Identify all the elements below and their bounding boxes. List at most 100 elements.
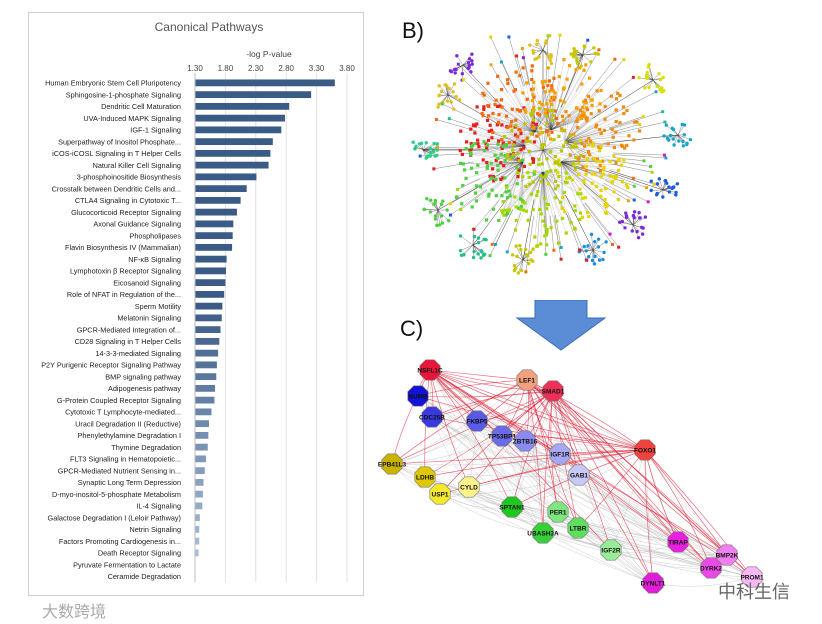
bar <box>195 549 199 557</box>
node <box>624 211 628 215</box>
node <box>569 134 573 138</box>
node <box>639 225 644 230</box>
category-label: IL-4 Signaling <box>136 502 181 511</box>
node <box>599 188 603 193</box>
node <box>592 262 597 266</box>
node <box>579 139 583 143</box>
node <box>577 172 581 176</box>
node <box>521 208 526 212</box>
node <box>505 250 509 254</box>
node <box>578 211 583 215</box>
node <box>544 39 548 43</box>
node <box>474 199 479 203</box>
edge <box>611 163 653 173</box>
edge <box>560 161 605 168</box>
node <box>543 224 547 228</box>
node <box>518 74 522 78</box>
node <box>530 124 534 128</box>
node <box>504 185 509 189</box>
edge <box>565 194 594 251</box>
node <box>613 57 617 61</box>
x-tick-label: 3.30 <box>309 64 325 73</box>
edge <box>548 67 552 131</box>
node <box>504 213 508 217</box>
edge <box>610 549 728 559</box>
node <box>458 248 463 253</box>
edge <box>510 149 544 160</box>
node <box>528 139 532 144</box>
edge <box>447 94 501 126</box>
edge <box>564 129 600 143</box>
node <box>501 144 505 149</box>
node <box>551 109 555 113</box>
node <box>674 190 678 195</box>
node <box>631 75 635 79</box>
node <box>614 130 618 134</box>
edge <box>550 104 552 131</box>
edge <box>565 212 580 250</box>
node <box>548 89 552 93</box>
node <box>622 158 626 162</box>
node <box>545 157 549 161</box>
node <box>500 209 504 213</box>
edge <box>424 420 478 478</box>
node <box>469 150 473 155</box>
node <box>562 58 566 62</box>
node <box>649 165 653 169</box>
node <box>525 81 529 85</box>
edge <box>596 167 664 191</box>
edge <box>560 159 620 163</box>
node <box>448 202 452 206</box>
node <box>608 160 612 164</box>
edge <box>488 140 526 147</box>
node <box>619 163 624 167</box>
edge <box>622 221 634 226</box>
bar <box>195 149 271 157</box>
edge <box>550 118 587 131</box>
node <box>562 86 566 90</box>
edge <box>542 146 574 151</box>
node <box>530 111 535 115</box>
node <box>505 78 510 82</box>
bar <box>195 478 204 486</box>
node <box>470 52 474 56</box>
node <box>519 197 523 201</box>
node <box>500 194 504 198</box>
node <box>413 147 417 151</box>
node <box>503 208 507 212</box>
node <box>518 109 522 113</box>
node <box>452 107 456 111</box>
edge <box>489 145 526 177</box>
edge <box>486 145 526 149</box>
edge <box>463 79 492 106</box>
node <box>553 179 558 184</box>
node <box>626 199 630 203</box>
category-label: Natural Killer Cell Signaling <box>93 161 181 170</box>
node <box>528 182 532 186</box>
node <box>572 132 576 136</box>
edge <box>516 171 544 221</box>
node <box>604 205 608 209</box>
node <box>525 136 529 140</box>
node <box>470 205 474 209</box>
node <box>422 207 427 212</box>
edge <box>429 369 646 451</box>
node <box>577 248 581 252</box>
node <box>545 121 549 125</box>
node <box>477 145 481 149</box>
node <box>499 60 503 64</box>
category-label: Uracil Degradation II (Reductive) <box>75 419 181 428</box>
node <box>661 75 665 80</box>
node <box>545 207 549 211</box>
node <box>503 134 507 139</box>
node <box>532 105 536 110</box>
node <box>624 183 629 187</box>
gene-label: NUMB <box>408 393 428 400</box>
edge <box>492 131 536 133</box>
node <box>546 83 550 88</box>
edge <box>516 246 524 261</box>
node <box>449 69 454 74</box>
node <box>640 232 645 236</box>
gene-label: TP53BP1 <box>488 433 517 440</box>
edge <box>514 142 526 147</box>
